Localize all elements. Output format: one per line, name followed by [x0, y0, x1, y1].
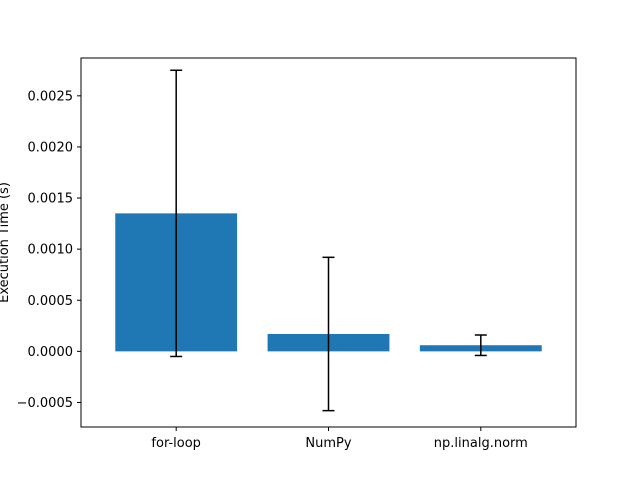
x-tick-label-0: for-loop	[151, 436, 201, 451]
y-tick-label-0: −0.0005	[17, 396, 73, 411]
x-axis: for-loop NumPy np.linalg.norm	[151, 427, 528, 451]
x-tick-label-2: np.linalg.norm	[434, 436, 528, 451]
y-tick-label-4: 0.0015	[28, 192, 74, 207]
y-tick-label-1: 0.0000	[28, 345, 74, 360]
y-tick-label-5: 0.0020	[28, 140, 74, 155]
y-axis: −0.0005 0.0000 0.0005 0.0010 0.0015 0.0020 0.0…	[17, 89, 81, 411]
x-tick-label-1: NumPy	[305, 436, 351, 451]
y-tick-label-6: 0.0025	[28, 89, 74, 104]
errorbars-layer	[170, 69, 487, 412]
y-axis-label: Execution Time (s)	[0, 182, 12, 303]
y-tick-label-2: 0.0005	[28, 294, 74, 309]
y-tick-label-3: 0.0010	[28, 243, 74, 258]
